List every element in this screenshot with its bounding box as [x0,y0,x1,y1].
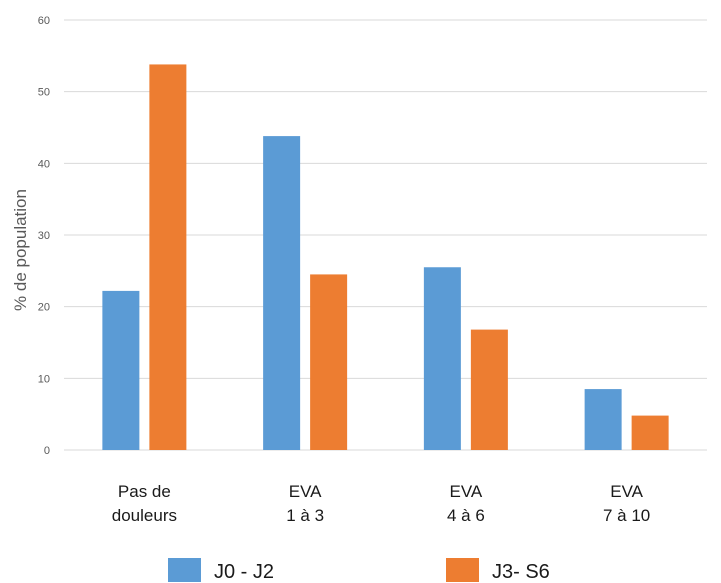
bar-series1-cat1 [102,290,140,450]
x-category-label: EVA [449,482,482,501]
bar-series1-cat4 [584,389,622,450]
x-category-label: 1 à 3 [286,506,324,525]
x-category-label: Pas de [118,482,171,501]
y-tick-label: 50 [38,87,50,99]
x-category-label: EVA [289,482,322,501]
category-labels: Pas de douleurs EVA 1 à 3 EVA 4 à 6 EVA 7 à 10 [112,482,650,525]
x-category-label: 4 à 6 [447,506,485,525]
bar-series1-cat2 [263,136,301,450]
bar-series2-cat3 [470,329,508,450]
legend: J0 - J2 J3- S6 [168,558,550,583]
bar-series1-cat3 [423,267,461,450]
y-tick-labels: 0 10 20 30 40 50 60 [38,15,50,457]
y-axis-title: % de population [11,189,30,311]
x-category-label: 7 à 10 [603,506,650,525]
bars [102,64,669,450]
y-tick-label: 60 [38,15,50,27]
x-category-label: EVA [610,482,643,501]
bar-series2-cat4 [631,415,669,450]
y-tick-label: 40 [38,158,50,170]
legend-swatch [446,558,479,582]
legend-swatch [168,558,201,582]
bar-series2-cat2 [310,274,348,450]
y-tick-label: 20 [38,302,50,314]
y-tick-label: 10 [38,373,50,385]
legend-label: J3- S6 [492,561,550,583]
x-category-label: douleurs [112,506,177,525]
legend-label: J0 - J2 [214,561,274,583]
y-tick-label: 30 [38,230,50,242]
bar-series2-cat1 [149,64,187,450]
y-tick-label: 0 [44,445,50,457]
